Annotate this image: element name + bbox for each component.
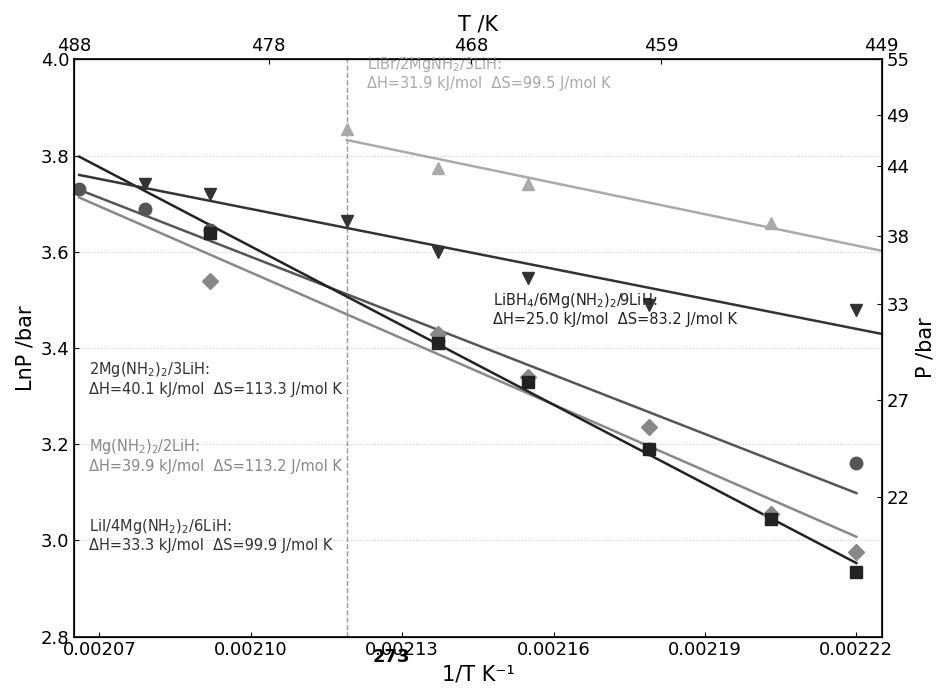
Text: LiBr/2MgNH$_2$/3LiH:: LiBr/2MgNH$_2$/3LiH: (367, 55, 502, 74)
Text: LiI/4Mg(NH$_2$)$_2$/6LiH:: LiI/4Mg(NH$_2$)$_2$/6LiH: (89, 517, 232, 536)
Text: ΔH=40.1 kJ/mol  ΔS=113.3 J/mol K: ΔH=40.1 kJ/mol ΔS=113.3 J/mol K (89, 382, 342, 397)
Text: ΔH=25.0 kJ/mol  ΔS=83.2 J/mol K: ΔH=25.0 kJ/mol ΔS=83.2 J/mol K (493, 312, 737, 327)
Text: 2Mg(NH$_2$)$_2$/3LiH:: 2Mg(NH$_2$)$_2$/3LiH: (89, 360, 210, 379)
X-axis label: T /K: T /K (458, 15, 498, 35)
Text: 273: 273 (372, 648, 409, 666)
Text: ΔH=31.9 kJ/mol  ΔS=99.5 J/mol K: ΔH=31.9 kJ/mol ΔS=99.5 J/mol K (367, 76, 611, 91)
Y-axis label: LnP /bar: LnP /bar (15, 305, 35, 391)
Text: LiBH$_4$/6Mg(NH$_2$)$_2$/9LiH:: LiBH$_4$/6Mg(NH$_2$)$_2$/9LiH: (493, 290, 657, 309)
Text: ΔH=33.3 kJ/mol  ΔS=99.9 J/mol K: ΔH=33.3 kJ/mol ΔS=99.9 J/mol K (89, 538, 332, 553)
X-axis label: 1/T K⁻¹: 1/T K⁻¹ (442, 665, 514, 685)
Y-axis label: P /bar: P /bar (915, 318, 935, 379)
Text: Mg(NH$_2$)$_2$/2LiH:: Mg(NH$_2$)$_2$/2LiH: (89, 438, 200, 456)
Text: ΔH=39.9 kJ/mol  ΔS=113.2 J/mol K: ΔH=39.9 kJ/mol ΔS=113.2 J/mol K (89, 458, 342, 474)
